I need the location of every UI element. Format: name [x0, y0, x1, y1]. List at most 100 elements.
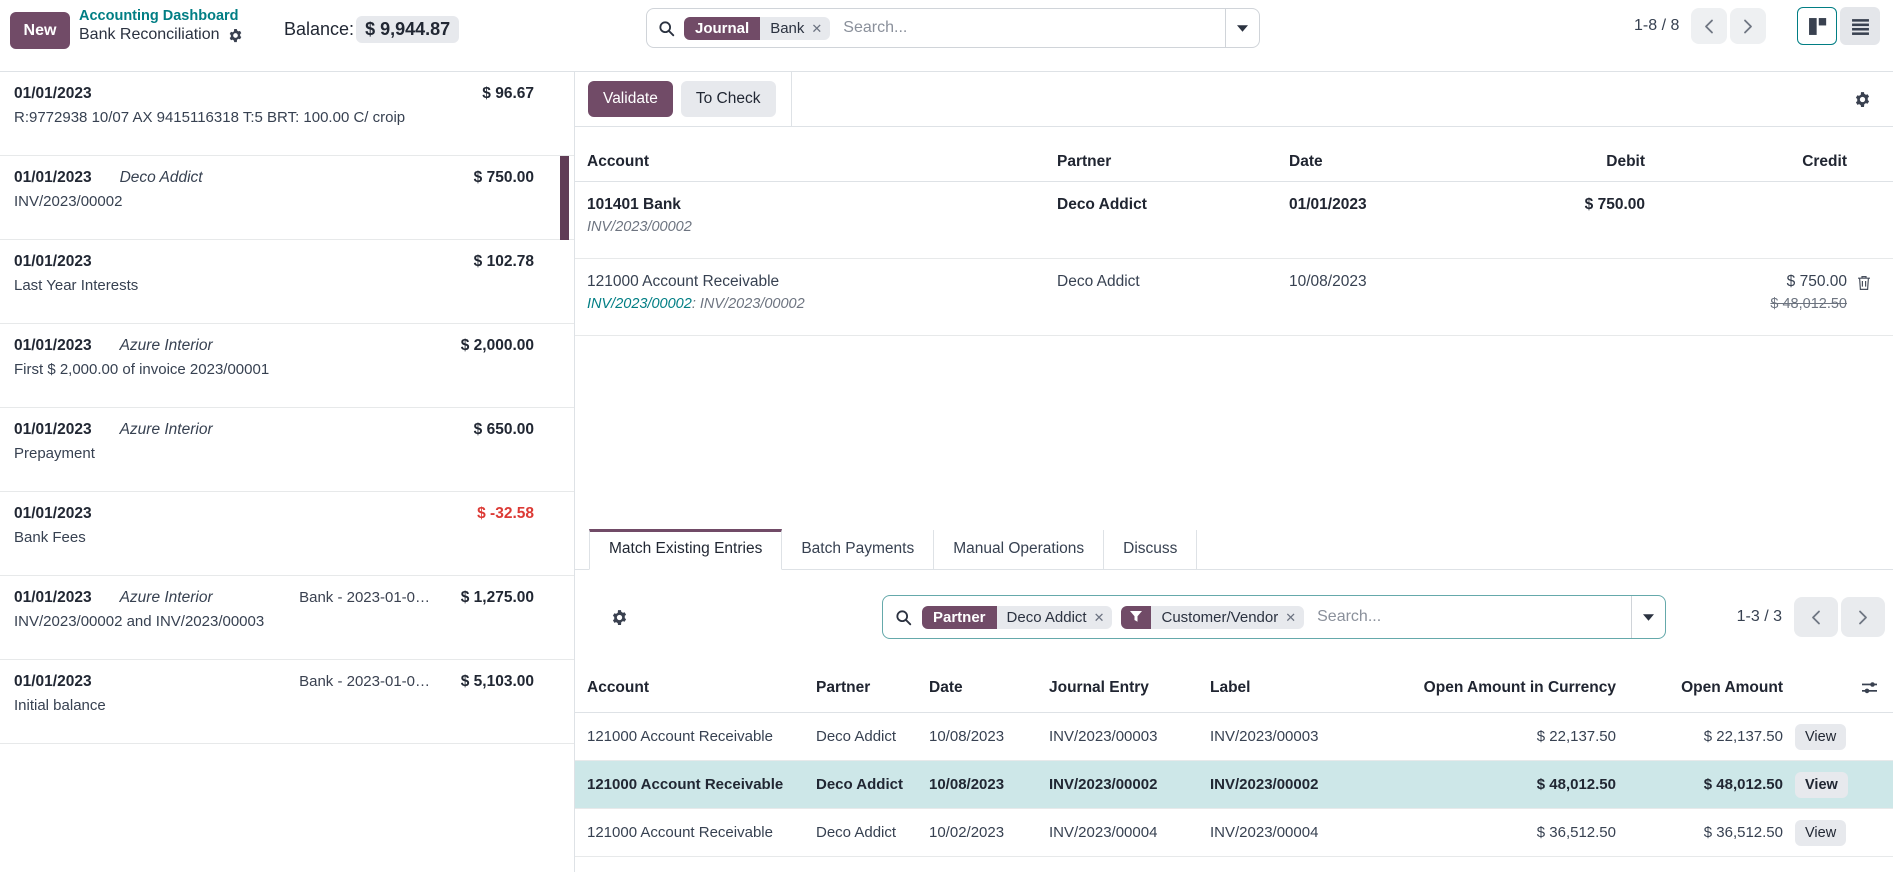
- line-date: 01/01/2023: [14, 169, 92, 186]
- line-partner: Azure Interior: [119, 589, 213, 606]
- tab-discuss[interactable]: Discuss: [1104, 530, 1198, 569]
- search-facet-customer-vendor: Customer/Vendor ✕: [1121, 605, 1305, 629]
- facet-journal-value[interactable]: Bank ✕: [760, 16, 831, 40]
- statement-line[interactable]: 01/01/2023 $ -32.58 Bank Fees: [0, 492, 574, 576]
- line-amount: $ 96.67: [482, 85, 534, 102]
- account-cell: 121000 Account Receivable: [587, 776, 784, 793]
- notebook-tabs: Match Existing Entries Batch Payments Ma…: [575, 526, 1893, 570]
- column-debit: Debit: [1606, 153, 1645, 170]
- column-open-amount-currency[interactable]: Open Amount in Currency: [1423, 679, 1616, 696]
- partner-cell: Deco Addict: [816, 728, 897, 745]
- pager-previous-button[interactable]: [1691, 8, 1728, 44]
- facet-journal-label[interactable]: Journal: [684, 16, 761, 40]
- top-header: New Accounting Dashboard Bank Reconcilia…: [0, 0, 1893, 71]
- kanban-view-button[interactable]: [1797, 7, 1837, 45]
- validate-button[interactable]: Validate: [588, 81, 673, 117]
- statement-line[interactable]: 01/01/2023 $ 96.67 R:9772938 10/07 AX 94…: [0, 72, 574, 156]
- column-account[interactable]: Account: [587, 679, 649, 696]
- statement-line-selected[interactable]: 01/01/2023 Deco Addict $ 750.00 INV/2023…: [0, 156, 574, 240]
- line-amount: $ 102.78: [473, 253, 534, 270]
- partner-cell: Deco Addict: [1057, 273, 1140, 290]
- remove-facet-icon[interactable]: ✕: [1093, 609, 1105, 625]
- search-icon: [895, 609, 912, 626]
- facet-partner-value[interactable]: Deco Addict ✕: [996, 605, 1113, 629]
- account-sub-label: : INV/2023/00002: [691, 296, 805, 312]
- breadcrumb-accounting-dashboard[interactable]: Accounting Dashboard: [79, 8, 239, 24]
- column-open-amount[interactable]: Open Amount: [1681, 679, 1783, 696]
- pager-next-button[interactable]: [1730, 8, 1767, 44]
- column-partner: Partner: [1057, 153, 1112, 170]
- reco-table-header: Account Partner Date Debit Credit: [575, 127, 1893, 182]
- view-button[interactable]: View: [1795, 819, 1847, 846]
- line-partner: Deco Addict: [119, 169, 203, 186]
- search-facet-journal: Journal Bank ✕: [684, 16, 831, 40]
- search-icon: [658, 20, 675, 37]
- line-label: INV/2023/00002: [14, 193, 123, 210]
- gear-icon[interactable]: [228, 28, 243, 43]
- pager-next-button[interactable]: [1841, 597, 1885, 637]
- search-dropdown-toggle[interactable]: [1225, 9, 1259, 47]
- new-button[interactable]: New: [10, 12, 70, 49]
- tab-manual-operations[interactable]: Manual Operations: [934, 530, 1105, 569]
- match-candidate-row[interactable]: 121000 Account Receivable Deco Addict 10…: [575, 713, 1893, 761]
- statement-lines-panel: 01/01/2023 $ 96.67 R:9772938 10/07 AX 94…: [0, 72, 575, 872]
- statement-line[interactable]: 01/01/2023 Bank - 2023-01-0… $ 5,103.00 …: [0, 660, 574, 744]
- chevron-right-icon: [1859, 610, 1867, 624]
- label-cell: INV/2023/00003: [1210, 728, 1319, 745]
- statement-line[interactable]: 01/01/2023 Azure Interior $ 2,000.00 Fir…: [0, 324, 574, 408]
- match-search-input[interactable]: [1304, 596, 1631, 638]
- view-button[interactable]: View: [1795, 771, 1848, 798]
- filter-icon[interactable]: [1121, 605, 1152, 629]
- facet-partner-label[interactable]: Partner: [922, 605, 997, 629]
- line-amount: $ 2,000.00: [460, 337, 534, 354]
- date-cell: 10/02/2023: [929, 824, 1005, 841]
- facet-customer-vendor-value[interactable]: Customer/Vendor ✕: [1151, 605, 1305, 629]
- gear-icon[interactable]: [1854, 91, 1871, 108]
- to-check-button[interactable]: To Check: [680, 81, 776, 117]
- remove-facet-icon[interactable]: ✕: [1285, 609, 1297, 625]
- list-view-button[interactable]: [1840, 7, 1880, 45]
- match-candidate-row[interactable]: 121000 Account Receivable Deco Addict 10…: [575, 809, 1893, 857]
- statement-line[interactable]: 01/01/2023 Azure Interior $ 650.00 Prepa…: [0, 408, 574, 492]
- chevron-right-icon: [1744, 19, 1753, 33]
- match-candidate-row-selected[interactable]: 121000 Account Receivable Deco Addict 10…: [575, 761, 1893, 809]
- account-cell: 121000 Account Receivable: [587, 728, 773, 745]
- journal-entry-cell: INV/2023/00002: [1049, 776, 1158, 793]
- line-label: Bank Fees: [14, 529, 86, 546]
- kanban-icon: [1808, 17, 1826, 35]
- account-sub-label: INV/2023/00002: [587, 219, 692, 235]
- column-partner[interactable]: Partner: [816, 679, 871, 696]
- action-bar: Validate To Check: [575, 72, 1893, 127]
- tab-batch-payments[interactable]: Batch Payments: [782, 530, 935, 569]
- column-date[interactable]: Date: [929, 679, 963, 696]
- delete-line-button[interactable]: [1857, 275, 1871, 291]
- chevron-down-icon: [1643, 613, 1654, 621]
- statement-line[interactable]: 01/01/2023 $ 102.78 Last Year Interests: [0, 240, 574, 324]
- column-journal-entry[interactable]: Journal Entry: [1049, 679, 1149, 696]
- line-amount: $ 5,103.00: [460, 673, 534, 690]
- journal-entry-link[interactable]: INV/2023/00002: [587, 296, 692, 312]
- view-button[interactable]: View: [1795, 723, 1847, 750]
- tab-match-existing-entries[interactable]: Match Existing Entries: [589, 529, 783, 570]
- match-search-dropdown-toggle[interactable]: [1631, 596, 1665, 638]
- search-input[interactable]: [830, 9, 1225, 47]
- line-amount-negative: $ -32.58: [477, 505, 534, 522]
- match-search-bar: Partner Deco Addict ✕ Customer/Vendor ✕: [882, 595, 1666, 639]
- optional-columns-icon[interactable]: [1853, 680, 1893, 696]
- partner-cell: Deco Addict: [816, 776, 903, 793]
- line-partner: Azure Interior: [119, 421, 213, 438]
- line-label: Initial balance: [14, 697, 106, 714]
- statement-line[interactable]: 01/01/2023 Azure Interior Bank - 2023-01…: [0, 576, 574, 660]
- debit-cell: $ 750.00: [1584, 196, 1645, 213]
- date-cell: 10/08/2023: [929, 728, 1005, 745]
- remove-facet-icon[interactable]: ✕: [811, 20, 823, 36]
- chevron-down-icon: [1237, 24, 1248, 32]
- pager-previous-button[interactable]: [1794, 597, 1838, 637]
- balance-label: Balance:: [284, 19, 355, 39]
- open-amount-cell: $ 22,137.50: [1703, 728, 1783, 745]
- line-label: R:9772938 10/07 AX 9415116318 T:5 BRT: 1…: [14, 109, 406, 126]
- gear-icon[interactable]: [611, 609, 628, 626]
- line-date: 01/01/2023: [14, 421, 92, 438]
- column-label[interactable]: Label: [1210, 679, 1251, 696]
